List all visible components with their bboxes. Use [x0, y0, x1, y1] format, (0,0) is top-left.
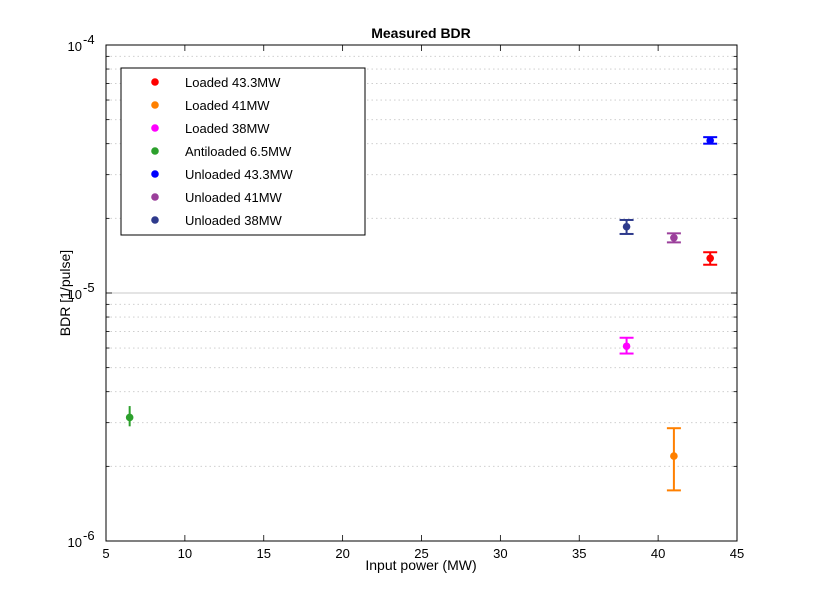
- legend-label: Antiloaded 6.5MW: [185, 144, 292, 159]
- x-tick-label: 35: [572, 546, 586, 561]
- data-point: [622, 342, 631, 351]
- legend-box: [120, 67, 366, 236]
- legend-label: Loaded 38MW: [185, 121, 270, 136]
- data-point: [670, 233, 678, 242]
- grid: [106, 55, 737, 467]
- y-tick-label: 10: [68, 39, 82, 54]
- legend-label: Unloaded 38MW: [185, 213, 283, 228]
- x-tick-label: 10: [178, 546, 192, 561]
- data-point: [125, 413, 134, 422]
- legend-label: Loaded 41MW: [185, 98, 270, 113]
- legend-marker: [151, 124, 159, 132]
- x-tick-label: 20: [335, 546, 349, 561]
- legend-marker: [151, 170, 159, 178]
- legend-marker: [151, 78, 159, 86]
- data-point: [706, 136, 714, 145]
- data-point: [706, 254, 714, 263]
- x-tick-label: 15: [257, 546, 271, 561]
- x-tick-labels: 5 10 15 20 25 30 35 40 45: [102, 546, 744, 561]
- x-tick-label: 25: [414, 546, 428, 561]
- y-axis-label: BDR [1/pulse]: [57, 250, 73, 336]
- legend-label: Unloaded 41MW: [185, 190, 283, 205]
- y-tick-labels: 10-610-510-4: [68, 32, 95, 550]
- y-tick-label: 10: [68, 535, 82, 550]
- data-points: [125, 136, 714, 460]
- legend: Loaded 43.3MW Loaded 41MW Loaded 38MW Antil…: [120, 67, 366, 236]
- y-tick-exponent: -4: [83, 32, 95, 47]
- x-tick-label: 45: [730, 546, 744, 561]
- legend-marker: [151, 101, 159, 109]
- data-point: [622, 222, 631, 231]
- x-tick-label: 5: [102, 546, 109, 561]
- y-tick-exponent: -6: [83, 528, 95, 543]
- legend-marker: [151, 147, 159, 155]
- y-tick-label: 10: [68, 287, 82, 302]
- legend-label: Unloaded 43.3MW: [185, 167, 293, 182]
- legend-marker: [151, 216, 159, 224]
- legend-label: Loaded 43.3MW: [185, 75, 281, 90]
- x-tick-label: 40: [651, 546, 665, 561]
- x-axis-label: Input power (MW): [365, 557, 476, 573]
- legend-marker: [151, 193, 159, 201]
- data-point: [670, 452, 678, 460]
- y-tick-exponent: -5: [83, 280, 95, 295]
- axis-ticks: [105, 45, 738, 541]
- x-tick-label: 30: [493, 546, 507, 561]
- chart-title: Measured BDR: [371, 25, 471, 41]
